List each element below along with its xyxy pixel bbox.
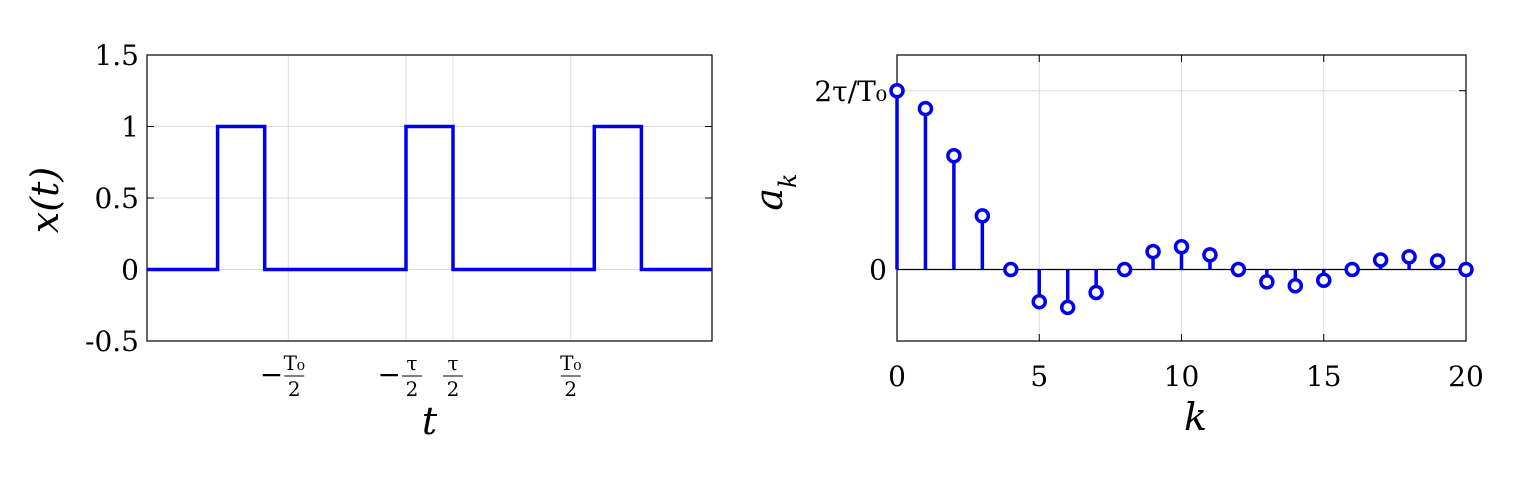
left-xtick-sign: − — [260, 358, 283, 391]
right-xtick-label: 15 — [1306, 360, 1342, 393]
stem-marker-k18 — [1401, 249, 1417, 265]
stem-marker-k1 — [917, 100, 934, 117]
pulse-series-line — [147, 124, 712, 272]
stem-marker-k16 — [1344, 261, 1360, 278]
stem-marker-k17 — [1372, 252, 1389, 268]
coefficient-plot: 2τ/T₀ 0 0 5 10 15 20 k ak — [747, 54, 1484, 439]
right-ytick-label: 2τ/T₀ — [814, 75, 887, 108]
stem-marker-k9 — [1145, 243, 1161, 260]
stem-marker-k2 — [946, 147, 962, 164]
left-xtick-denominator: 2 — [288, 377, 301, 401]
left-ylabel: x(t) — [23, 167, 67, 233]
left-ytick-label: -0.5 — [85, 325, 139, 358]
right-xtick-label: 5 — [1030, 360, 1048, 393]
stem-marker-k13 — [1259, 274, 1275, 290]
left-xtick-numerator: τ — [406, 351, 417, 375]
stem-marker-k4 — [1003, 261, 1019, 278]
left-ytick-label: 0 — [121, 254, 139, 287]
right-xtick-label: 0 — [888, 360, 906, 393]
right-xtick-label: 20 — [1448, 360, 1484, 393]
right-ytick-label: 0 — [869, 254, 887, 287]
left-xtick-sign: − — [377, 358, 400, 391]
stem-marker-k20 — [1458, 261, 1474, 278]
stem-marker-k19 — [1429, 253, 1446, 269]
stem-marker-k8 — [1116, 261, 1133, 278]
left-xtick-label: T₀2 — [560, 351, 581, 401]
left-xtick-label: − T₀2 — [260, 351, 305, 401]
right-xtick-label: 10 — [1164, 360, 1200, 393]
stem-marker-k7 — [1088, 284, 1104, 301]
stem-marker-k15 — [1316, 272, 1332, 288]
left-xtick-numerator: τ — [448, 351, 459, 375]
stem-marker-k3 — [974, 208, 991, 224]
stem-marker-k0 — [889, 83, 905, 99]
stem-marker-k11 — [1202, 247, 1218, 263]
stem-marker-k5 — [1031, 293, 1047, 310]
right-xlabel: k — [1184, 395, 1207, 439]
stem-marker-k12 — [1230, 261, 1247, 278]
left-xtick-label: − τ2 — [377, 351, 422, 401]
left-xtick-label: τ2 — [443, 351, 464, 401]
left-xtick-denominator: 2 — [447, 377, 460, 401]
stem-marker-k10 — [1173, 238, 1190, 255]
left-xtick-numerator: T₀ — [284, 351, 305, 375]
left-ytick-label: 1.5 — [94, 39, 139, 72]
stem-marker-k6 — [1059, 299, 1076, 316]
left-xtick-denominator: 2 — [564, 377, 577, 401]
left-xtick-denominator: 2 — [406, 377, 419, 401]
left-ytick-label: 0.5 — [94, 182, 139, 215]
left-xtick-numerator: T₀ — [560, 351, 581, 375]
left-ytick-label: 1 — [121, 111, 139, 144]
stem-marker-k14 — [1287, 277, 1304, 294]
right-ylabel: ak — [747, 173, 802, 210]
left-xlabel: t — [422, 399, 438, 443]
